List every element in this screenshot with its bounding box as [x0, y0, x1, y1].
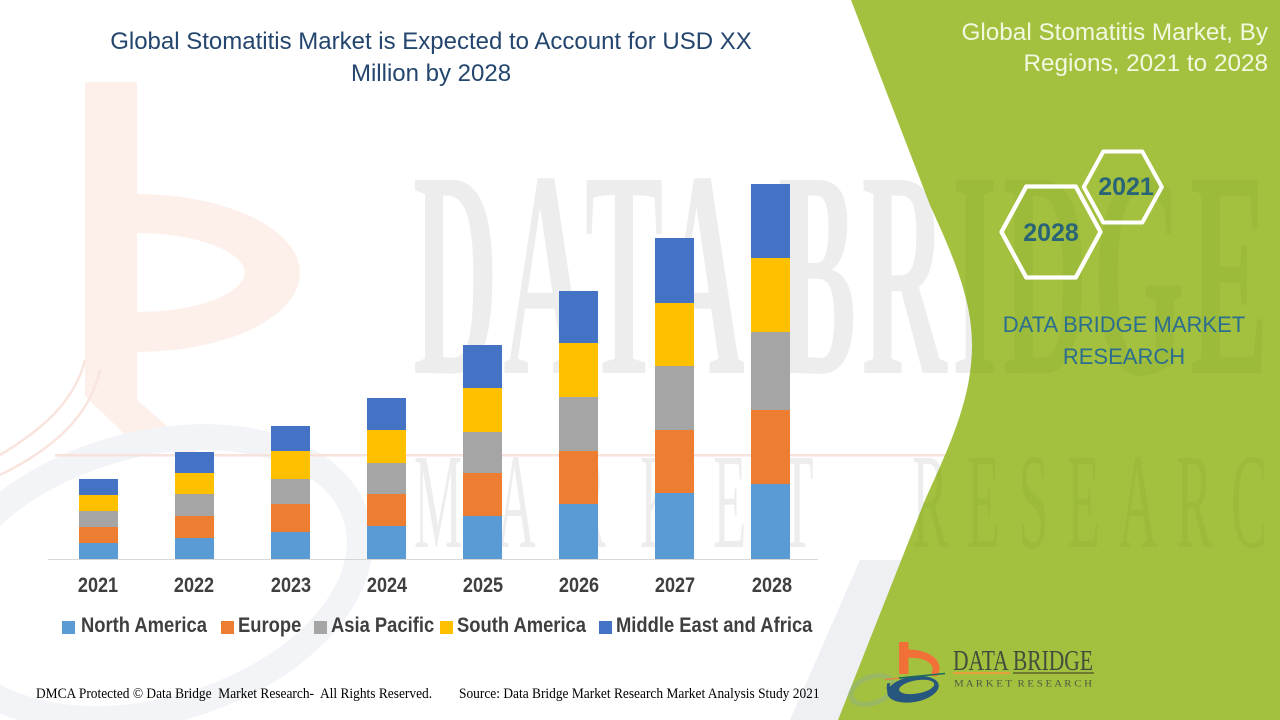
svg-text:DATA BRIDGE: DATA BRIDGE — [953, 646, 1093, 677]
svg-text:RESEARCH: RESEARCH — [912, 428, 1280, 578]
svg-text:M A R K E T R E S E A R C H: M A R K E T R E S E A R C H — [954, 679, 1093, 689]
svg-text:2021: 2021 — [1098, 173, 1154, 201]
svg-text:2028: 2028 — [1023, 219, 1079, 247]
